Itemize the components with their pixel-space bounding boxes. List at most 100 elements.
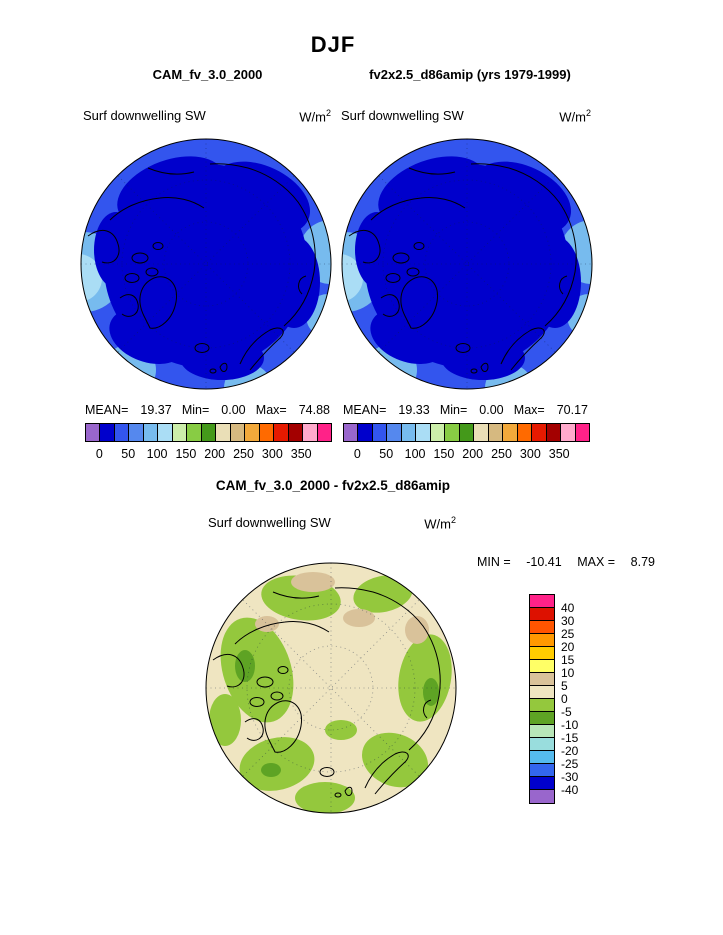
polar-map-difference [205, 562, 457, 814]
colorbar-tick-label: 0 [353, 447, 361, 461]
colorbar-segment [372, 424, 388, 441]
colorbar-segment [216, 424, 231, 441]
min-label: Min= [181, 403, 210, 417]
colorbar-tick-label: 350 [290, 447, 312, 461]
colorbar-tick-label: 300 [261, 447, 283, 461]
diff-minmax-row: MIN = -10.41 MAX = 8.79 [477, 555, 655, 569]
diff-colorbar-labels: 40 30 25 20 15 10 5 0 -5 -10 -15 -20 -25 -30 -40 [561, 595, 601, 807]
diff-min-value: -10.41 [526, 555, 562, 569]
colorbar-tick-label: 150 [433, 447, 455, 461]
colorbar-segment [129, 424, 144, 441]
colorbar-segment [445, 424, 460, 441]
diff-colorbar-segment [530, 777, 554, 790]
diff-colorbar-label: -5 [561, 705, 572, 719]
colorbar-tick-label: 150 [175, 447, 197, 461]
diff-colorbar-segment [530, 608, 554, 621]
diff-max-value: 8.79 [630, 555, 655, 569]
max-label: Max= [255, 403, 287, 417]
diff-colorbar-segment [530, 647, 554, 660]
units-exp: 2 [585, 108, 591, 118]
diff-colorbar-segment [530, 738, 554, 751]
units-label-right: W/m2 [559, 108, 591, 124]
colorbar-segment [488, 424, 504, 441]
diff-colorbar-label: -10 [561, 718, 579, 732]
diff-colorbar-segment [530, 764, 554, 777]
diff-colorbar-label: -25 [561, 757, 579, 771]
colorbar-left [85, 423, 332, 442]
colorbar-tick-label: 350 [548, 447, 570, 461]
diff-colorbar-label: 25 [561, 627, 575, 641]
colorbar-segment [344, 424, 359, 441]
colorbar-segment [517, 424, 533, 441]
colorbar-tick-label: 200 [462, 447, 484, 461]
units-base: W/m [299, 109, 326, 125]
colorbar-segment [575, 424, 589, 441]
diff-colorbar-label: -15 [561, 731, 579, 745]
colorbar-tick-label: 100 [404, 447, 426, 461]
field-row-diff: Surf downwelling SW W/m2 [208, 515, 456, 531]
diff-colorbar [529, 594, 555, 804]
field-row-right: Surf downwelling SW W/m2 [341, 108, 591, 124]
diff-colorbar-segment [530, 699, 554, 712]
colorbar-ticks-right: 0 50 100 150 200 250 300 350 [343, 447, 588, 462]
colorbar-tick-label: 250 [233, 447, 254, 461]
diff-colorbar-segment [530, 660, 554, 673]
diff-title: CAM_fv_3.0_2000 - fv2x2.5_d86amip [215, 478, 451, 493]
colorbar-segment [230, 424, 246, 441]
field-label-left: Surf downwelling SW [83, 108, 206, 123]
diff-colorbar-segment [530, 634, 554, 647]
diff-colorbar-segment [530, 621, 554, 634]
colorbar-tick-label: 300 [519, 447, 541, 461]
colorbar-segment [288, 424, 304, 441]
colorbar-tick-label: 50 [379, 447, 394, 461]
colorbar-segment [201, 424, 217, 441]
diff-colorbar-label: 5 [561, 679, 568, 693]
colorbar-segment [259, 424, 275, 441]
colorbar-segment [416, 424, 431, 441]
max-label: Max= [513, 403, 545, 417]
colorbar-segment [503, 424, 518, 441]
colorbar-segment [561, 424, 576, 441]
model-title-right: fv2x2.5_d86amip (yrs 1979-1999) [369, 67, 571, 82]
mean-value: 19.33 [398, 403, 430, 417]
diff-colorbar-label: -30 [561, 770, 579, 784]
colorbar-ticks-left: 0 50 100 150 200 250 300 350 [85, 447, 330, 462]
mean-label: MEAN= [85, 403, 129, 417]
colorbar-segment [532, 424, 547, 441]
colorbar-right [343, 423, 590, 442]
units-base: W/m [424, 516, 451, 532]
diff-max-label: MAX = [577, 555, 616, 569]
colorbar-segment [143, 424, 159, 441]
max-value: 74.88 [298, 403, 330, 417]
colorbar-segment [158, 424, 173, 441]
colorbar-segment [317, 424, 331, 441]
colorbar-segment [474, 424, 489, 441]
min-value: 0.00 [479, 403, 504, 417]
diff-colorbar-segment [530, 751, 554, 764]
colorbar-segment [86, 424, 101, 441]
mean-label: MEAN= [343, 403, 387, 417]
diff-colorbar-label: 10 [561, 666, 575, 680]
diff-min-label: MIN = [477, 555, 511, 569]
units-exp: 2 [450, 515, 456, 525]
colorbar-tick-label: 100 [146, 447, 168, 461]
colorbar-segment [303, 424, 318, 441]
diff-colorbar-label: 30 [561, 614, 575, 628]
colorbar-segment [430, 424, 446, 441]
colorbar-segment [546, 424, 562, 441]
colorbar-segment [401, 424, 417, 441]
max-value: 70.17 [556, 403, 588, 417]
diff-colorbar-segment [530, 673, 554, 686]
diff-colorbar-segment [530, 790, 554, 803]
units-base: W/m [559, 109, 586, 125]
diff-colorbar-label: -20 [561, 744, 579, 758]
colorbar-tick-label: 0 [95, 447, 103, 461]
colorbar-tick-label: 50 [121, 447, 136, 461]
colorbar-segment [358, 424, 373, 441]
stats-row-left: MEAN= 19.37 Min= 0.00 Max= 74.88 [85, 403, 330, 417]
colorbar-tick-label: 200 [204, 447, 226, 461]
units-exp: 2 [325, 108, 331, 118]
mean-value: 19.37 [140, 403, 172, 417]
field-label-right: Surf downwelling SW [341, 108, 464, 123]
